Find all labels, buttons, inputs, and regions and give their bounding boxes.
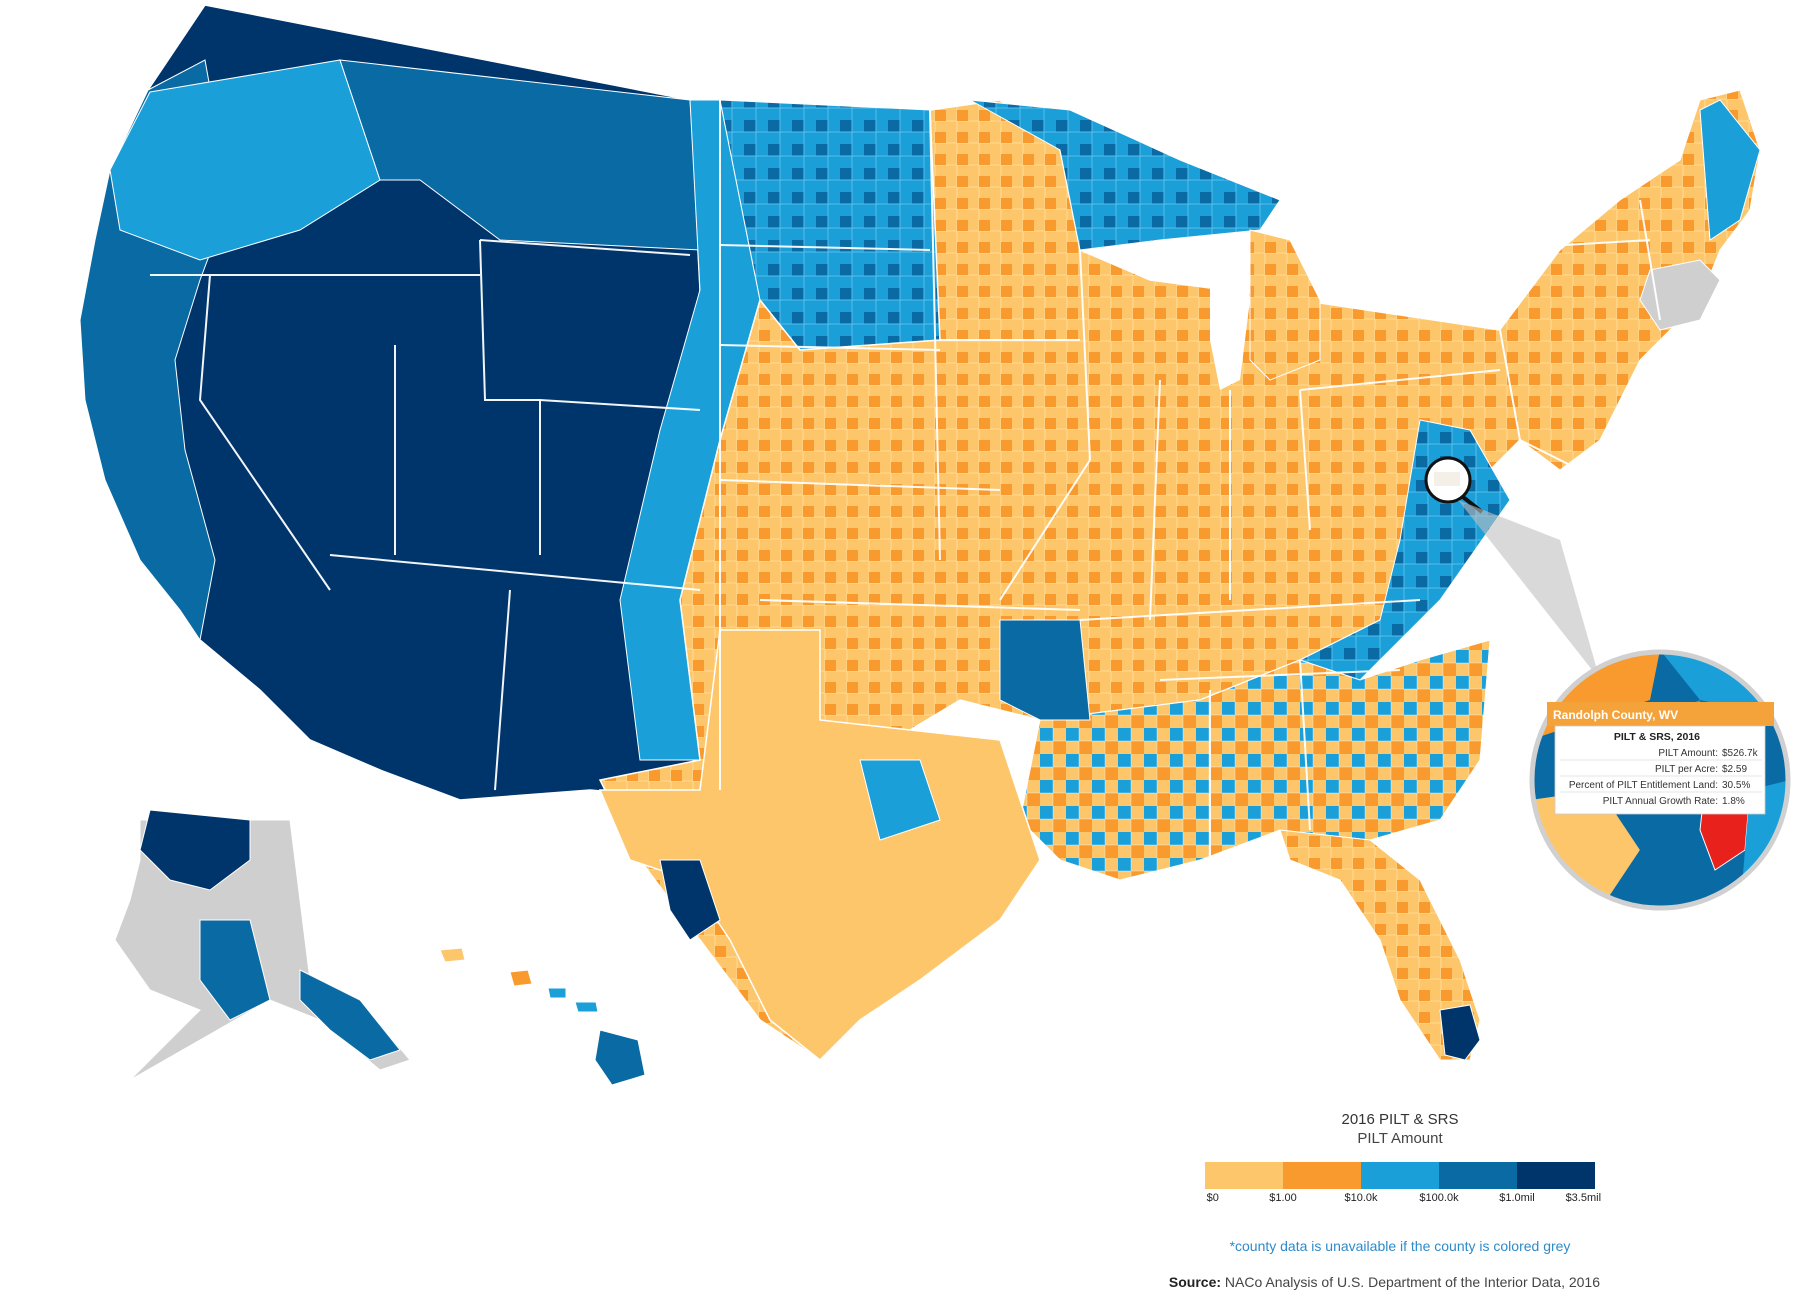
us-county-map[interactable]: Randolph County, WV PILT & SRS, 2016 PIL… xyxy=(0,0,1800,1100)
legend-swatch xyxy=(1205,1162,1283,1189)
region-texas-blue-patch[interactable] xyxy=(859,759,941,841)
legend-swatch xyxy=(1361,1162,1439,1189)
state-borders xyxy=(150,100,1661,860)
legend-tick: $10.0k xyxy=(1344,1192,1378,1204)
tooltip-row-label: Percent of PILT Entitlement Land: xyxy=(1569,780,1718,791)
magnifier-marker[interactable] xyxy=(1424,456,1484,514)
no-data-note: *county data is unavailable if the count… xyxy=(1229,1238,1571,1254)
legend-color-bar xyxy=(1205,1162,1595,1189)
legend-ticks: $0 $1.00 $10.0k $100.0k $1.0mil $3.5mil xyxy=(1205,1192,1601,1210)
region-florida[interactable] xyxy=(1279,829,1481,1061)
legend-tick: $1.0mil xyxy=(1499,1192,1535,1204)
legend-tick: $1.00 xyxy=(1269,1192,1297,1204)
tooltip-row-label: PILT per Acre: xyxy=(1655,764,1718,775)
region-southeast-mixed[interactable] xyxy=(1019,639,1491,881)
legend: 2016 PILT & SRS PILT Amount $0 $1.00 $10… xyxy=(1205,1110,1601,1210)
legend-swatch xyxy=(1283,1162,1361,1189)
tooltip-row-value: $2.59 xyxy=(1722,764,1747,775)
tooltip-heading: PILT & SRS, 2016 xyxy=(1614,731,1700,743)
region-new-england-no-data[interactable] xyxy=(1639,259,1721,331)
county-tooltip: Randolph County, WV PILT & SRS, 2016 PIL… xyxy=(1547,702,1774,815)
source-line: Source: NACo Analysis of U.S. Department… xyxy=(1120,1274,1600,1290)
legend-tick: $3.5mil xyxy=(1565,1192,1602,1204)
alaska[interactable] xyxy=(114,809,411,1081)
region-ozarks[interactable] xyxy=(999,619,1091,721)
region-maine-coast[interactable] xyxy=(1699,99,1761,241)
tooltip-row-label: PILT Amount: xyxy=(1658,748,1718,759)
legend-swatch xyxy=(1517,1162,1595,1189)
tooltip-row-value: 30.5% xyxy=(1722,780,1750,791)
legend-title: 2016 PILT & SRS xyxy=(1341,1111,1459,1128)
region-south-florida[interactable] xyxy=(1439,1004,1481,1061)
legend-swatch xyxy=(1439,1162,1517,1189)
tooltip-county: Randolph County, WV xyxy=(1553,708,1678,722)
region-west-texas-dark[interactable] xyxy=(659,859,721,941)
source-label: Source: xyxy=(1168,1274,1222,1290)
source-text: NACo Analysis of U.S. Department of the … xyxy=(1224,1274,1600,1290)
hawaii[interactable] xyxy=(439,947,646,1086)
tooltip-row-value: $526.7k xyxy=(1722,748,1759,759)
zoom-beam xyxy=(1458,500,1600,680)
tooltip-row-value: 1.8% xyxy=(1722,796,1745,807)
region-michigan[interactable] xyxy=(1249,229,1321,381)
region-upper-midwest[interactable] xyxy=(969,99,1281,251)
tooltip-row-label: PILT Annual Growth Rate: xyxy=(1603,796,1718,807)
legend-tick: $100.0k xyxy=(1419,1192,1459,1204)
region-texas[interactable] xyxy=(598,629,1041,1062)
legend-tick: $0 xyxy=(1206,1192,1219,1204)
lake-michigan xyxy=(1210,240,1250,390)
region-northeast[interactable] xyxy=(1499,89,1761,471)
legend-subtitle: PILT Amount xyxy=(1357,1130,1443,1147)
